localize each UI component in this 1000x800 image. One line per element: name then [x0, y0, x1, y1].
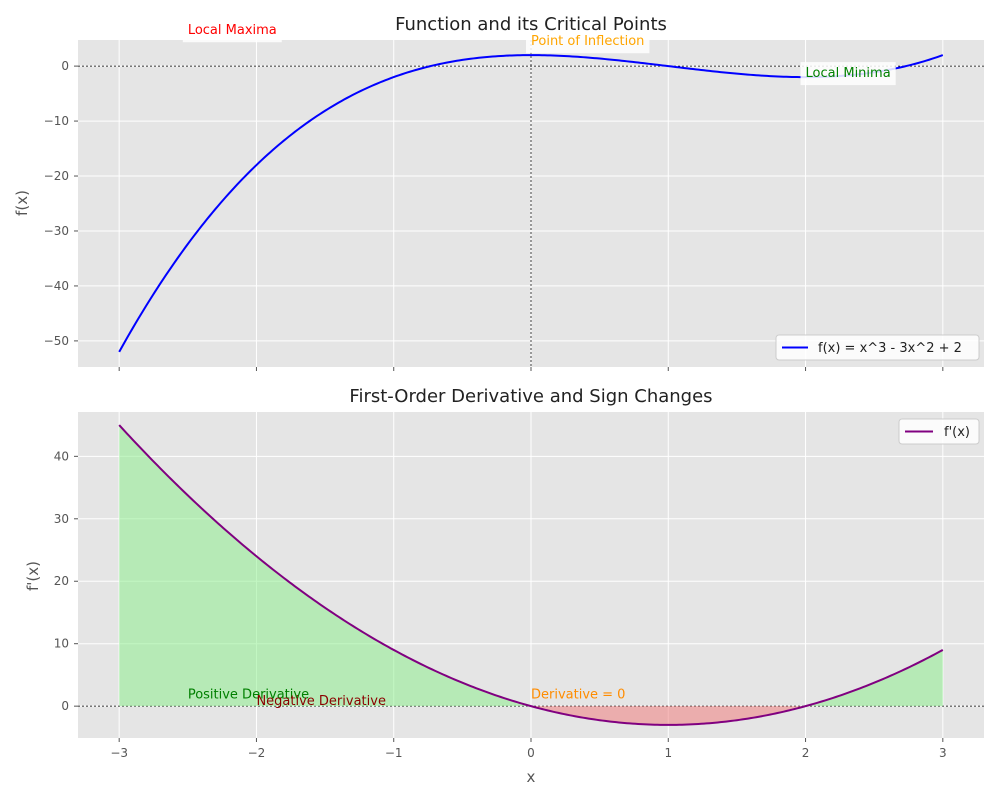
x-tick-label: −1 — [385, 746, 403, 760]
function-legend-box — [775, 334, 980, 361]
annotation-label: Positive Derivative — [188, 688, 309, 703]
annotation-label: Point of Inflection — [531, 34, 644, 49]
derivative-curve — [118, 424, 944, 726]
derivative-legend: f'(x) — [898, 418, 980, 445]
y-tick-label: −10 — [44, 114, 69, 128]
positive-derivative-fill — [119, 425, 943, 707]
x-tick-label: 0 — [527, 746, 535, 760]
annotation-label: Local Maxima — [188, 23, 277, 38]
y-tick-label: 0 — [61, 59, 69, 73]
function-chart-title: Function and its Critical Points — [395, 14, 667, 35]
y-tick-label: −50 — [44, 334, 69, 348]
annotation-label: Local Minima — [806, 66, 891, 81]
function-legend: f(x) = x^3 - 3x^2 + 2 — [775, 334, 980, 361]
y-tick-label: −30 — [44, 224, 69, 238]
function-legend-label: f(x) = x^3 - 3x^2 + 2 — [818, 341, 962, 356]
y-tick-label: 20 — [54, 574, 69, 588]
derivative-chart-title: First-Order Derivative and Sign Changes — [349, 386, 712, 407]
y-tick-label: 0 — [61, 699, 69, 713]
x-tick-label: 3 — [939, 746, 947, 760]
function-y-axis-label: f(x) — [13, 190, 31, 216]
annotation-label: Negative Derivative — [256, 694, 386, 709]
derivative-legend-label: f'(x) — [944, 425, 970, 440]
y-tick-label: −20 — [44, 169, 69, 183]
negative-derivative-fill — [119, 706, 943, 725]
derivative-legend-box — [898, 418, 980, 445]
y-tick-label: 30 — [54, 512, 69, 526]
function-panel: 0 −10 −20 −30 −40 −50 Function and its Critic… — [13, 14, 984, 371]
annotation-label: Derivative = 0 — [531, 688, 625, 703]
annotation-box — [182, 19, 282, 43]
x-tick-label: 1 — [664, 746, 672, 760]
x-axis-label: x — [527, 768, 536, 786]
derivative-y-axis-label: f'(x) — [24, 561, 42, 591]
x-tick-label: −2 — [248, 746, 266, 760]
y-tick-label: −40 — [44, 279, 69, 293]
annotation-box — [800, 62, 896, 86]
x-tick-label: 2 — [802, 746, 810, 760]
y-tick-label: 10 — [54, 637, 69, 651]
derivative-panel: −3 −2 −1 0 1 2 3 0 10 20 30 40 First-Order Derivat… — [24, 386, 984, 786]
x-tick-label: −3 — [110, 746, 128, 760]
annotation-box — [526, 30, 650, 54]
y-tick-label: 40 — [54, 449, 69, 463]
